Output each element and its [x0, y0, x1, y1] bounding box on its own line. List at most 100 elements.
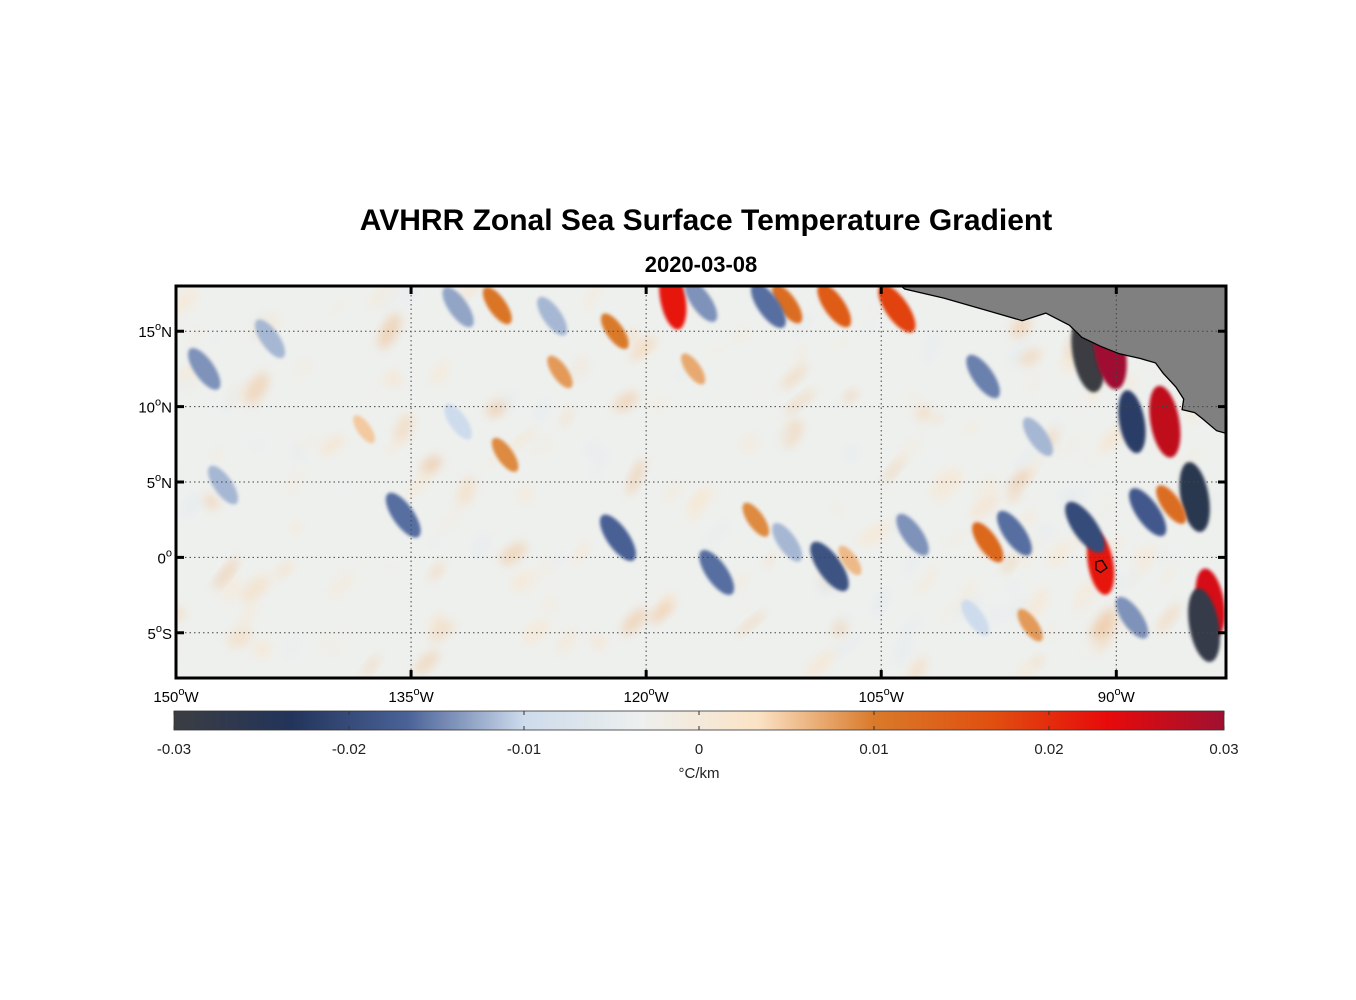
- texture-blob: [1047, 541, 1071, 567]
- texture-blob: [244, 372, 269, 405]
- texture-blob: [702, 519, 733, 547]
- gradient-feature: [254, 319, 286, 359]
- texture-blob: [769, 425, 793, 455]
- texture-blob: [872, 588, 890, 618]
- gradient-feature: [817, 286, 852, 328]
- gradient-feature: [444, 403, 473, 440]
- texture-blob: [965, 422, 977, 434]
- texture-blob: [203, 494, 219, 510]
- texture-blob: [733, 570, 749, 591]
- gradient-feature: [772, 522, 803, 562]
- texture-blob: [1075, 593, 1095, 617]
- texture-blob: [500, 542, 527, 565]
- texture-blob: [1024, 587, 1049, 622]
- colorbar-ticks: -0.03 -0.02 -0.01 0 0.01 0.02 0.03: [157, 711, 1239, 758]
- gradient-feature: [972, 522, 1004, 563]
- texture-blob: [900, 616, 924, 634]
- texture-blob: [1010, 315, 1031, 339]
- gradient-feature: [599, 514, 636, 562]
- texture-blob: [738, 600, 752, 614]
- texture-blob: [1014, 660, 1035, 678]
- gradient-feature: [600, 313, 629, 350]
- gradient-feature: [750, 286, 786, 329]
- texture-blob: [1032, 655, 1044, 668]
- gradient-feature: [966, 354, 1000, 399]
- texture-blob: [920, 328, 943, 365]
- texture-blob: [894, 631, 912, 666]
- texture-blob: [274, 560, 294, 578]
- texture-blob: [221, 382, 241, 414]
- texture-blob: [1090, 607, 1117, 640]
- texture-blob: [1043, 622, 1058, 641]
- gradient-feature: [1065, 501, 1105, 553]
- texture-blob: [182, 494, 201, 517]
- texture-blob: [284, 467, 306, 498]
- texture-blob: [868, 364, 884, 381]
- texture-blob: [842, 445, 860, 462]
- gradient-feature: [742, 502, 770, 537]
- texture-blob: [329, 642, 343, 656]
- texture-blob: [1159, 562, 1177, 588]
- texture-blob: [486, 401, 506, 417]
- lat-tick-label: 15oN: [138, 321, 172, 341]
- texture-blob: [319, 434, 345, 456]
- texture-blob: [901, 548, 920, 580]
- texture-blob: [671, 615, 689, 634]
- texture-blob: [827, 334, 853, 351]
- colorbar-tick-label: 0.01: [859, 741, 888, 758]
- gradient-feature: [896, 513, 929, 556]
- texture-blob: [937, 598, 962, 625]
- gradient-feature: [385, 492, 421, 538]
- texture-blob: [444, 500, 464, 528]
- colorbar: -0.03 -0.02 -0.01 0 0.01 0.02 0.03 °C/km: [157, 710, 1239, 782]
- texture-blob: [830, 604, 862, 630]
- texture-blob: [1083, 450, 1098, 468]
- texture-blob: [539, 560, 554, 577]
- texture-blob: [428, 561, 445, 581]
- texture-blob: [1153, 546, 1169, 568]
- texture-blob: [1097, 492, 1118, 518]
- gradient-feature: [699, 549, 735, 595]
- texture-blob: [975, 477, 999, 497]
- texture-blob: [583, 441, 602, 458]
- texture-blob: [222, 572, 240, 603]
- gradient-feature: [353, 415, 376, 444]
- texture-blob: [202, 433, 223, 468]
- texture-blob: [176, 606, 186, 621]
- texture-blob: [293, 359, 311, 387]
- texture-blob: [550, 549, 565, 571]
- texture-blob: [869, 305, 879, 319]
- texture-blob: [804, 650, 818, 663]
- texture-blob: [457, 476, 476, 507]
- gradient-feature: [961, 599, 990, 636]
- gradient-feature: [1017, 608, 1043, 642]
- texture-blob: [252, 641, 272, 658]
- texture-blob: [905, 387, 919, 407]
- texture-blob: [227, 627, 253, 649]
- texture-blob: [1054, 433, 1089, 459]
- texture-blob: [1007, 339, 1031, 367]
- ecuador-landmass: [1237, 535, 1257, 686]
- texture-blob: [1012, 445, 1037, 470]
- texture-blob: [938, 472, 957, 503]
- gradient-feature: [1115, 596, 1149, 639]
- lat-tick-label: 0o: [158, 547, 172, 567]
- texture-blob: [406, 470, 432, 498]
- texture-blob: [522, 564, 545, 597]
- colorbar-tick-label: 0.03: [1209, 741, 1238, 758]
- texture-blob: [383, 437, 406, 456]
- gradient-feature: [1156, 485, 1187, 525]
- texture-blob: [649, 394, 667, 414]
- texture-blob: [927, 442, 948, 462]
- texture-blob: [428, 621, 456, 642]
- gradient-feature: [1188, 588, 1221, 662]
- texture-blob: [282, 631, 302, 662]
- texture-blob: [1037, 522, 1056, 541]
- lon-tick-label: 120oW: [623, 686, 669, 706]
- texture-blob: [734, 327, 750, 344]
- texture-blob: [1060, 487, 1081, 507]
- texture-blob: [828, 637, 861, 658]
- texture-blob: [861, 317, 879, 335]
- texture-blob: [1024, 365, 1043, 396]
- texture-blob: [709, 342, 724, 360]
